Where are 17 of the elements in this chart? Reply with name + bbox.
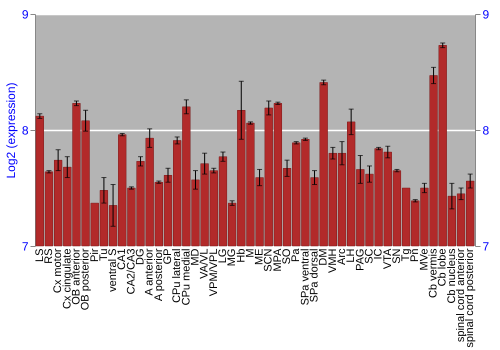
x-tick-label: SC — [363, 248, 376, 264]
x-tick-label: Pa — [290, 248, 302, 262]
x-tick-label: IC — [372, 248, 385, 260]
y-axis-title: Log2 (expression) — [4, 82, 18, 179]
y2-tick-label: 7 — [482, 240, 490, 254]
x-tick-label: CPu medial — [180, 248, 192, 306]
y-tick-label: 7 — [22, 240, 29, 254]
y-tick-label: 8 — [22, 124, 29, 138]
x-tick-label: OB anterior — [70, 248, 82, 305]
x-tick-label: spinal cord posterior — [464, 248, 476, 348]
y-tick-label: 9 — [22, 8, 29, 22]
x-tick-label: RS — [42, 248, 55, 264]
y2-tick-label: 8 — [482, 124, 490, 138]
x-tick-label: SN — [390, 248, 403, 264]
x-tick-label: LG — [216, 248, 229, 264]
y2-tick-label: 9 — [482, 8, 490, 22]
x-tick-label: SCN — [262, 248, 275, 272]
